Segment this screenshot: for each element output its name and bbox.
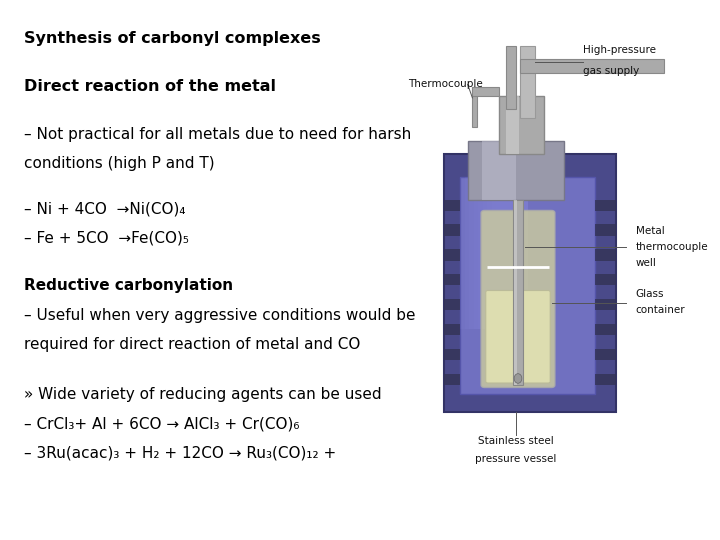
Bar [500, 177, 528, 329]
Text: » Wide variety of reducing agents can be used: » Wide variety of reducing agents can be… [24, 387, 382, 402]
Bar [444, 274, 460, 286]
Text: Reductive carbonylation: Reductive carbonylation [24, 279, 233, 293]
Text: – Fe + 5CO  →Fe(CO)₅: – Fe + 5CO →Fe(CO)₅ [24, 231, 189, 246]
Bar [523, 177, 528, 329]
Bar [467, 141, 564, 200]
Text: – Not practical for all metals due to need for harsh: – Not practical for all metals due to ne… [24, 127, 412, 142]
Bar [465, 177, 528, 329]
Bar [595, 274, 616, 286]
Text: container: container [636, 305, 685, 315]
Bar [506, 46, 516, 109]
Text: – Ni + 4CO  →Ni(CO)₄: – Ni + 4CO →Ni(CO)₄ [24, 201, 186, 217]
Bar [595, 200, 616, 211]
Text: well: well [636, 258, 657, 268]
Bar [513, 200, 523, 385]
Bar [444, 324, 460, 335]
FancyBboxPatch shape [486, 291, 550, 383]
Text: required for direct reaction of metal and CO: required for direct reaction of metal an… [24, 337, 361, 352]
Bar [505, 177, 528, 329]
Bar [496, 177, 528, 329]
Bar [595, 374, 616, 385]
FancyBboxPatch shape [481, 211, 555, 388]
Text: – 3Ru(acac)₃ + H₂ + 12CO → Ru₃(CO)₁₂ +: – 3Ru(acac)₃ + H₂ + 12CO → Ru₃(CO)₁₂ + [24, 446, 337, 461]
Bar [444, 225, 460, 235]
Text: – Useful when very aggressive conditions would be: – Useful when very aggressive conditions… [24, 308, 416, 323]
Bar [505, 96, 519, 154]
Bar [521, 46, 535, 118]
Bar [595, 299, 616, 310]
Bar [444, 374, 460, 385]
Bar [472, 86, 477, 127]
Text: pressure vessel: pressure vessel [475, 454, 557, 464]
Bar [492, 177, 528, 329]
Bar [499, 96, 544, 154]
Bar [444, 200, 460, 211]
Bar [483, 177, 528, 329]
Bar [487, 177, 528, 329]
Text: High-pressure: High-pressure [582, 45, 656, 56]
Bar [478, 177, 528, 329]
Text: thermocouple: thermocouple [636, 242, 708, 252]
Bar [595, 349, 616, 360]
Bar [514, 200, 517, 385]
Text: Direct reaction of the metal: Direct reaction of the metal [24, 79, 276, 94]
Bar [474, 177, 528, 329]
Bar [444, 249, 460, 261]
Bar [514, 177, 528, 329]
Text: Synthesis of carbonyl complexes: Synthesis of carbonyl complexes [24, 31, 321, 46]
Bar [460, 177, 528, 329]
Bar [444, 154, 616, 412]
Text: Thermocouple: Thermocouple [408, 79, 482, 89]
Bar [482, 141, 516, 200]
Text: Stainless steel: Stainless steel [477, 436, 554, 447]
Bar [460, 177, 595, 394]
Bar [444, 349, 460, 360]
Ellipse shape [514, 374, 522, 383]
Bar [595, 225, 616, 235]
Text: gas supply: gas supply [582, 66, 639, 76]
Text: Metal: Metal [636, 226, 665, 236]
Bar [595, 249, 616, 261]
Text: conditions (high P and T): conditions (high P and T) [24, 156, 215, 171]
Bar [518, 177, 528, 329]
Bar [472, 86, 499, 96]
Bar [469, 177, 528, 329]
Text: Glass: Glass [636, 289, 664, 300]
Bar [510, 177, 528, 329]
Bar [521, 59, 665, 73]
Bar [595, 324, 616, 335]
Bar [444, 299, 460, 310]
Text: – CrCl₃+ Al + 6CO → AlCl₃ + Cr(CO)₆: – CrCl₃+ Al + 6CO → AlCl₃ + Cr(CO)₆ [24, 417, 300, 431]
